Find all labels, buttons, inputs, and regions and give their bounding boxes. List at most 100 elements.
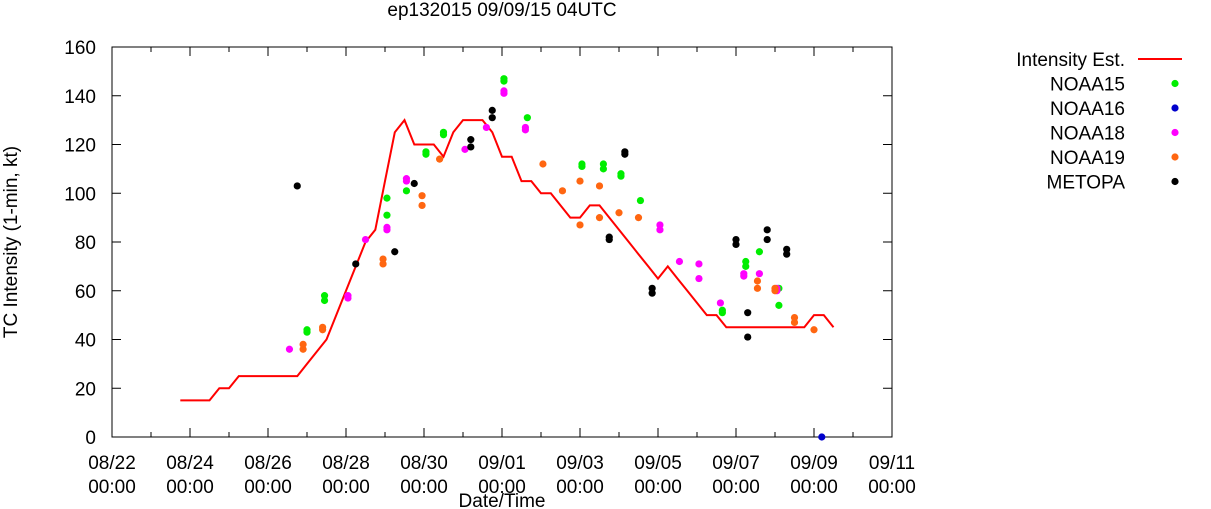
x-tick-label-date: 08/28 xyxy=(322,453,370,474)
legend-point-swatch xyxy=(1171,79,1179,88)
y-axis-label: TC Intensity (1-min, kt) xyxy=(1,146,22,338)
series-noaa19 xyxy=(299,155,818,353)
data-point xyxy=(379,255,387,263)
chart-title: ep132015 09/09/15 04UTC xyxy=(387,0,616,21)
x-tick-label-time: 00:00 xyxy=(556,477,604,498)
data-point xyxy=(488,106,496,114)
data-point xyxy=(775,301,783,309)
data-point xyxy=(578,160,586,168)
data-point xyxy=(521,123,530,132)
y-tick-label: 100 xyxy=(64,184,96,205)
data-point xyxy=(576,221,584,229)
x-tick-label-time: 00:00 xyxy=(322,477,370,498)
data-point xyxy=(467,136,475,144)
data-point xyxy=(482,123,490,132)
data-point xyxy=(648,284,656,292)
x-tick-label-date: 09/07 xyxy=(712,453,760,474)
y-tick-label: 60 xyxy=(75,282,96,303)
data-point xyxy=(595,182,604,190)
data-point xyxy=(402,187,411,195)
data-point xyxy=(383,223,391,231)
x-tick-label-date: 08/30 xyxy=(400,453,448,474)
data-point xyxy=(716,299,725,307)
data-point xyxy=(818,433,826,441)
data-point xyxy=(732,235,740,244)
x-tick-label-date: 09/05 xyxy=(634,453,682,474)
data-point xyxy=(755,248,764,256)
data-point xyxy=(539,160,547,168)
x-tick-label-date: 08/26 xyxy=(244,453,292,474)
y-tick-label: 80 xyxy=(75,233,96,254)
data-point xyxy=(742,262,750,270)
legend-point-swatch xyxy=(1171,104,1179,112)
data-point xyxy=(436,155,444,163)
data-point xyxy=(763,226,771,234)
data-point xyxy=(621,148,629,156)
legend-label: Intensity Est. xyxy=(1016,50,1125,71)
data-point xyxy=(810,326,818,334)
data-point xyxy=(285,345,294,353)
data-point xyxy=(771,284,779,292)
x-tick-label-time: 00:00 xyxy=(166,477,214,498)
legend-point-swatch xyxy=(1171,153,1179,161)
x-tick-label-time: 00:00 xyxy=(400,477,448,498)
axis-ticks xyxy=(111,46,893,438)
data-point xyxy=(740,270,748,278)
plot-frame xyxy=(111,46,893,438)
y-tick-label: 40 xyxy=(75,331,96,352)
data-point xyxy=(753,277,762,285)
data-point xyxy=(500,87,508,95)
legend-point-swatch xyxy=(1171,177,1179,186)
x-tick-label-date: 09/01 xyxy=(478,453,526,474)
data-point xyxy=(293,182,301,190)
series-noaa15 xyxy=(303,75,783,336)
data-point xyxy=(718,306,726,314)
data-point xyxy=(744,309,752,317)
series-noaa16 xyxy=(818,433,826,441)
data-point xyxy=(344,292,352,300)
data-point xyxy=(744,333,752,341)
x-tick-label-date: 08/24 xyxy=(166,453,214,474)
data-point xyxy=(656,221,664,229)
series-intensity-est- xyxy=(180,118,835,402)
data-point xyxy=(790,313,799,322)
series-metopa xyxy=(293,106,791,341)
data-point xyxy=(391,248,399,256)
data-point xyxy=(763,235,771,244)
intensity-line xyxy=(180,118,835,402)
x-tick-label-time: 00:00 xyxy=(712,477,760,498)
data-point xyxy=(617,170,625,178)
data-point xyxy=(605,233,613,241)
data-point xyxy=(500,75,508,83)
data-point xyxy=(319,323,327,331)
data-point xyxy=(595,214,604,222)
x-tick-label-date: 09/09 xyxy=(790,453,838,474)
legend-label: NOAA18 xyxy=(1050,124,1125,145)
y-tick-label: 160 xyxy=(64,38,96,59)
data-point xyxy=(422,148,430,156)
data-point xyxy=(299,340,307,348)
x-tick-label-time: 00:00 xyxy=(244,477,292,498)
x-tick-label-time: 00:00 xyxy=(88,477,136,498)
y-tick-label: 120 xyxy=(64,136,96,157)
data-point xyxy=(755,270,764,278)
y-tick-label: 140 xyxy=(64,87,96,108)
data-point xyxy=(558,187,567,195)
data-point xyxy=(461,145,469,153)
legend: Intensity Est. NOAA15 NOAA16 NOAA18 NOAA19 ME… xyxy=(1016,50,1182,194)
data-point xyxy=(488,114,496,122)
x-tick-label-date: 09/03 xyxy=(556,453,604,474)
data-point xyxy=(418,192,426,200)
data-point xyxy=(383,194,391,202)
data-point xyxy=(675,257,684,266)
data-point xyxy=(523,114,531,122)
data-point xyxy=(320,292,329,300)
data-point xyxy=(410,179,418,188)
y-tick-label: 20 xyxy=(75,379,96,400)
data-point xyxy=(753,284,762,292)
legend-label: NOAA16 xyxy=(1050,99,1125,120)
x-tick-label-time: 00:00 xyxy=(478,477,526,498)
data-point xyxy=(418,201,426,210)
x-tick-label-time: 00:00 xyxy=(790,477,838,498)
